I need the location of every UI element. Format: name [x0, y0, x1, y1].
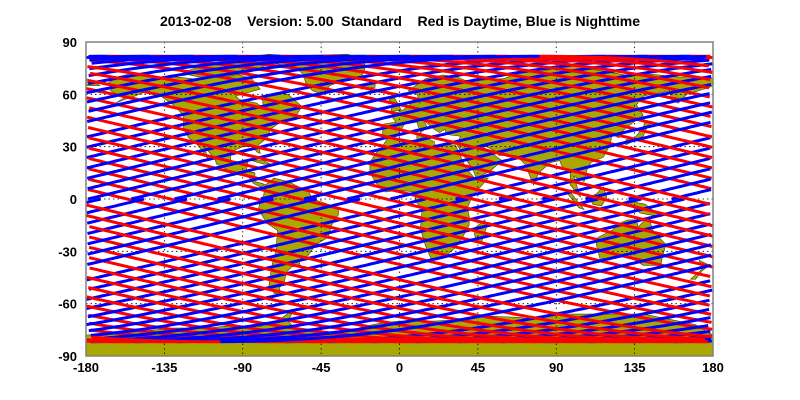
daytime-track — [86, 203, 712, 339]
y-tick-label: -30 — [58, 244, 77, 259]
daytime-track — [88, 245, 675, 344]
nighttime-track — [87, 197, 231, 235]
plot-frame — [85, 41, 714, 357]
nighttime-track — [86, 54, 540, 123]
y-tick-label: 90 — [63, 35, 77, 50]
x-tick-label: 45 — [471, 360, 485, 375]
daytime-track — [87, 177, 712, 324]
x-axis-labels: -180 -135 -90 -45 0 45 90 135 180 — [73, 360, 724, 375]
x-tick-label: -90 — [233, 360, 252, 375]
nighttime-track — [93, 222, 711, 343]
x-tick-label: 90 — [549, 360, 563, 375]
nighttime-track — [87, 62, 713, 201]
y-tick-label: -90 — [58, 349, 77, 364]
nighttime-track — [86, 54, 454, 104]
y-axis-labels: 90 60 30 0 -30 -60 -90 — [58, 35, 77, 364]
daytime-track — [86, 87, 713, 238]
nighttime-track — [90, 201, 711, 337]
nighttime-track — [86, 197, 361, 266]
x-tick-label: 180 — [702, 360, 724, 375]
orbit-tracks — [86, 54, 713, 344]
daytime-track — [88, 106, 713, 259]
nighttime-track — [628, 177, 711, 201]
nighttime-track — [86, 197, 642, 327]
daytime-track — [87, 78, 713, 228]
y-tick-label: -60 — [58, 297, 77, 312]
nighttime-track — [87, 197, 318, 256]
daytime-track — [91, 335, 221, 344]
daytime-track — [86, 213, 706, 341]
nighttime-track — [346, 110, 713, 201]
y-tick-label: 0 — [70, 192, 77, 207]
nighttime-track — [220, 263, 712, 344]
daytime-track — [87, 126, 711, 278]
nighttime-track — [585, 167, 711, 201]
daytime-track — [86, 304, 416, 344]
nighttime-track — [88, 54, 497, 113]
nighttime-track — [86, 197, 145, 215]
nighttime-track — [217, 83, 712, 201]
daytime-track — [89, 225, 705, 343]
nighttime-track — [177, 253, 712, 344]
daytime-track — [88, 256, 632, 344]
nighttime-track — [130, 68, 712, 201]
y-tick-label: 60 — [63, 87, 77, 102]
nighttime-track — [86, 54, 410, 95]
daytime-track — [86, 115, 713, 269]
daytime-track — [88, 235, 709, 344]
x-tick-label: -135 — [151, 360, 177, 375]
nighttime-track — [498, 146, 711, 201]
nighttime-track — [89, 54, 281, 71]
y-tick-label: 30 — [63, 140, 77, 155]
daytime-track — [89, 266, 589, 344]
nighttime-track — [260, 92, 710, 201]
nighttime-track — [303, 101, 711, 201]
nighttime-track — [389, 120, 711, 201]
x-tick-label: 135 — [624, 360, 646, 375]
x-tick-label: -45 — [312, 360, 331, 375]
nighttime-track — [87, 197, 274, 246]
nighttime-track — [86, 197, 426, 282]
map-title: 2013-02-08 Version: 5.00 Standard Red is… — [160, 13, 640, 29]
x-tick-label: 0 — [396, 360, 403, 375]
daytime-track — [86, 96, 713, 248]
nighttime-track — [86, 197, 102, 204]
nighttime-track — [86, 197, 556, 311]
daytime-track — [89, 58, 712, 191]
nighttime-track — [88, 197, 685, 333]
nighttime-track — [86, 54, 692, 160]
daytime-track — [539, 54, 709, 68]
x-tick-label: -180 — [73, 360, 99, 375]
daytime-track — [87, 65, 711, 206]
